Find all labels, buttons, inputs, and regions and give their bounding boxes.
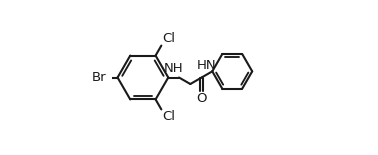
Text: Cl: Cl [162, 110, 175, 123]
Text: HN: HN [197, 59, 216, 72]
Text: Br: Br [91, 71, 106, 84]
Text: O: O [197, 92, 207, 105]
Text: NH: NH [164, 62, 183, 75]
Text: Cl: Cl [162, 32, 175, 45]
